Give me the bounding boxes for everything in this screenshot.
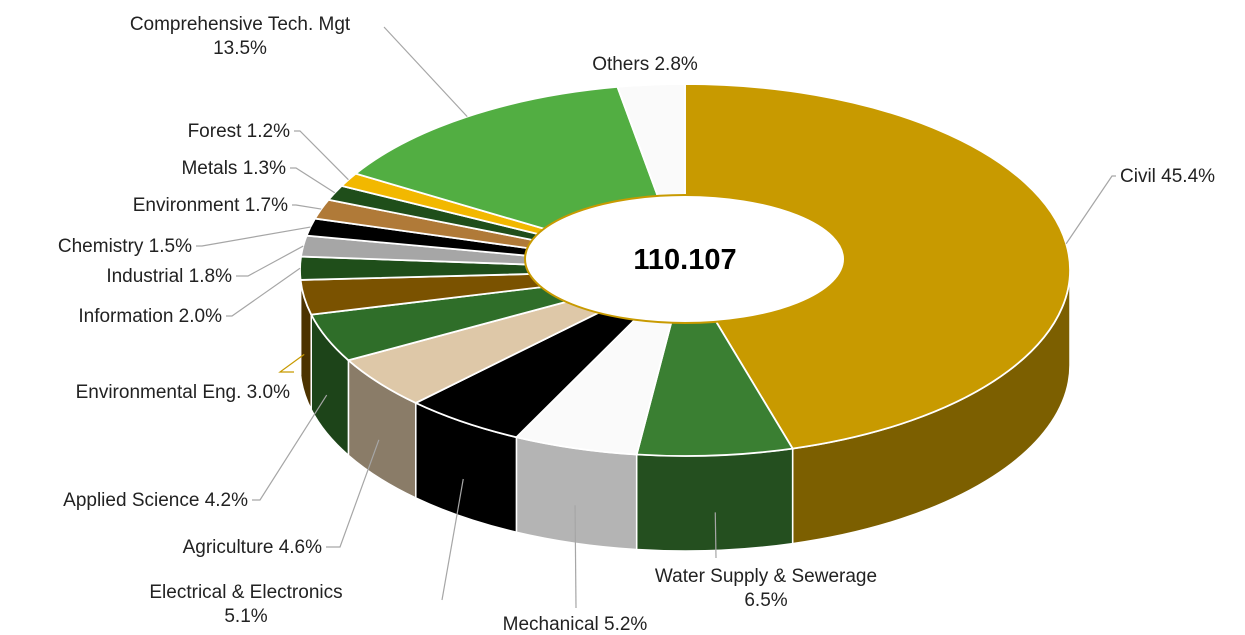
leader-line-agriculture xyxy=(326,439,380,548)
slice-label-others: Others 2.8% xyxy=(592,54,698,75)
slice-label-chemistry: Chemistry 1.5% xyxy=(58,236,192,257)
leader-line-information xyxy=(226,267,301,317)
center-total-label: 110.107 xyxy=(633,244,736,276)
leader-line-environmental-eng- xyxy=(278,353,305,373)
slice-label-electrical-electronics-line-2: 5.1% xyxy=(224,606,267,627)
slice-label-environment: Environment 1.7% xyxy=(133,195,288,216)
slice-label-metals: Metals 1.3% xyxy=(181,158,286,179)
slice-label-comprehensive-tech-mgt-line-1: Comprehensive Tech. Mgt xyxy=(130,14,351,35)
slice-side-water-supply-sewerage xyxy=(635,447,794,552)
slice-label-agriculture: Agriculture 4.6% xyxy=(183,537,323,558)
slice-label-environmental-eng-: Environmental Eng. 3.0% xyxy=(76,382,291,403)
leader-line-environment xyxy=(292,204,322,210)
slice-label-forest: Forest 1.2% xyxy=(188,121,291,142)
slice-label-water-supply-sewerage-line-1: Water Supply & Sewerage xyxy=(655,566,877,587)
leader-line-mechanical xyxy=(574,505,577,609)
slice-label-water-supply-sewerage-line-2: 6.5% xyxy=(744,590,787,611)
slice-labels: Civil 45.4% Water Supply & Sewerage 6.5% Me… xyxy=(58,14,1215,635)
leader-line-comprehensive-tech-mgt xyxy=(383,26,468,118)
leader-line-forest xyxy=(294,130,349,181)
slice-label-comprehensive-tech-mgt-line-2: 13.5% xyxy=(213,38,267,59)
leader-line-industrial xyxy=(236,245,304,277)
slice-label-industrial: Industrial 1.8% xyxy=(106,266,232,287)
slice-label-civil: Civil 45.4% xyxy=(1120,166,1215,187)
leader-line-metals xyxy=(290,167,336,194)
leader-line-chemistry xyxy=(196,226,311,247)
leader-lines xyxy=(196,26,1116,609)
leader-line-applied-science xyxy=(252,394,328,501)
slice-label-mechanical: Mechanical 5.2% xyxy=(503,614,648,635)
slice-label-applied-science: Applied Science 4.2% xyxy=(63,490,248,511)
center-hole xyxy=(524,194,846,324)
slice-label-information: Information 2.0% xyxy=(78,306,222,327)
leader-line-water-supply-sewerage xyxy=(714,512,717,559)
leader-line-civil xyxy=(1065,175,1116,245)
slice-label-electrical-electronics-line-1: Electrical & Electronics xyxy=(149,582,342,603)
leader-line-electrical-electronics xyxy=(441,478,464,601)
